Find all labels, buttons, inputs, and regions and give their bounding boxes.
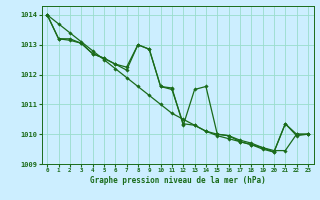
X-axis label: Graphe pression niveau de la mer (hPa): Graphe pression niveau de la mer (hPa) [90,176,266,185]
